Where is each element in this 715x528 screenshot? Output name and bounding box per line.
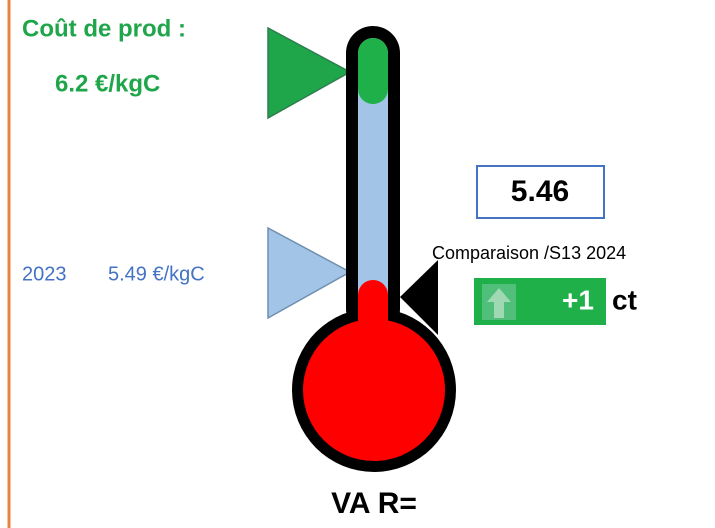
reference-pointer (267, 226, 352, 320)
delta-value: +1 (562, 284, 594, 315)
reference-year: 2023 (22, 263, 67, 285)
bulb (303, 319, 445, 461)
cost-pointer (267, 26, 352, 120)
thermometer (292, 26, 456, 472)
reference-value: 5.49 €/kgC (108, 263, 205, 285)
delta-unit: ct (612, 284, 637, 315)
tube-top (358, 38, 388, 104)
current-pointer (400, 260, 438, 335)
tube-fill (358, 38, 388, 328)
footer-label: VA R= (331, 487, 417, 520)
current-box (476, 165, 605, 219)
comparison-label: Comparaison /S13 2024 (432, 243, 626, 263)
trend-icon (487, 288, 511, 318)
current-value: 5.46 (511, 175, 569, 208)
cost-value: 6.2 €/kgC (55, 70, 160, 97)
cost-title: Coût de prod : (22, 15, 186, 42)
